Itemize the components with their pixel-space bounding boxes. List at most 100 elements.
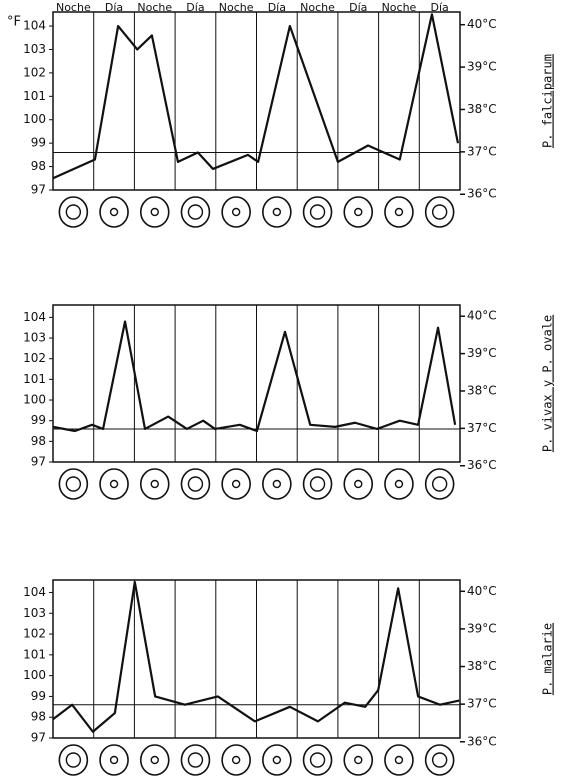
y2-tick-label: 39°C [467,60,497,74]
species-label: P. malarie [541,623,555,695]
parasite-cell [384,468,414,500]
y-tick-label: 104 [23,585,46,599]
parasite-cell [221,196,251,228]
y2-tick-label: 36°C [467,458,497,472]
parasite-cell-inner [150,479,159,489]
y2-tick-label: 37°C [467,421,497,435]
y-tick-label: 104 [23,310,46,324]
parasite-cell-inner [394,755,404,765]
parasite-cell [139,744,170,776]
parasite-cell [262,468,292,500]
parasite-cell [343,744,374,776]
y-tick-label: 97 [31,455,46,469]
parasite-cell [384,744,414,776]
y-tick-label: 99 [31,136,46,150]
y2-tick-label: 36°C [467,187,497,201]
parasite-cell [180,196,211,228]
y-tick-label: 99 [31,413,46,427]
parasite-cell [99,468,129,500]
parasite-cell [180,744,211,776]
y-tick-label: 103 [23,606,46,620]
y2-tick-label: 40°C [467,309,497,323]
y-tick-label: 102 [23,65,46,79]
parasite-cell [424,468,455,500]
y-axis-label: °F [7,15,21,30]
parasite-cell-inner [309,204,326,220]
parasite-cell-inner [187,476,204,492]
parasite-cell-inner [231,479,241,489]
parasite-cell-inner [187,752,204,768]
y-tick-label: 101 [23,89,46,103]
parasite-cell-inner [231,755,241,765]
parasite-cell-inner [431,476,448,492]
y2-tick-label: 38°C [467,102,497,116]
y-tick-label: 103 [23,331,46,345]
parasite-cell-inner [272,479,282,489]
species-label: P. vivax y P. ovale [541,315,555,452]
parasite-cell [384,196,414,228]
y-tick-label: 97 [31,183,46,197]
parasite-cell [58,468,89,500]
y-tick-label: 100 [23,393,46,407]
y-tick-label: 98 [31,159,46,173]
parasite-cell [424,196,455,228]
parasite-cell-inner [109,207,119,217]
parasite-cell-inner [65,752,82,768]
parasite-cell-inner [431,752,448,768]
y2-tick-label: 37°C [467,697,497,711]
y-tick-label: 100 [23,112,46,126]
parasite-cell [302,196,333,228]
y-tick-label: 99 [31,689,46,703]
parasite-cell-inner [109,755,119,765]
y2-tick-label: 38°C [467,383,497,397]
column-label: Noche [137,1,172,14]
fever-line [52,13,460,180]
parasite-cell-inner [309,476,326,492]
parasite-cell-inner [65,204,82,220]
parasite-cell-inner [150,207,159,217]
y-tick-label: 98 [31,434,46,448]
parasite-cell-inner [272,755,282,765]
parasite-cell [99,744,129,776]
parasite-cell-inner [272,207,282,217]
column-label: Día [349,1,367,14]
y2-tick-label: 36°C [467,734,497,748]
y2-tick-label: 39°C [467,621,497,635]
column-label: Noche [300,1,335,14]
y2-tick-label: 39°C [467,346,497,360]
column-label: Día [186,1,204,14]
column-label: Día [268,1,286,14]
parasite-cell [262,196,292,228]
parasite-cell-inner [109,479,119,489]
y2-tick-label: 40°C [467,584,497,598]
y-tick-label: 97 [31,731,46,745]
fever-line [52,580,460,733]
y2-tick-label: 37°C [467,144,497,158]
column-label: Noche [219,1,254,14]
parasite-cell [58,744,89,776]
parasite-cell-inner [394,207,404,217]
y2-tick-label: 40°C [467,17,497,31]
column-label: Día [431,1,449,14]
y-tick-label: 101 [23,372,46,386]
column-label: Noche [56,1,91,14]
parasite-cell-inner [187,204,204,220]
parasite-cell-inner [354,207,363,217]
parasite-cell [139,196,170,228]
parasite-cell [180,468,211,500]
column-label: Noche [382,1,417,14]
parasite-cell [139,468,170,500]
parasite-cell [302,468,333,500]
parasite-cell [343,468,374,500]
parasite-cell-inner [354,755,363,765]
parasite-cell-inner [231,207,241,217]
parasite-cell [99,196,129,228]
parasite-cell-inner [65,476,82,492]
parasite-cell-inner [394,479,404,489]
parasite-cell [424,744,455,776]
y-tick-label: 103 [23,42,46,56]
y-tick-label: 102 [23,351,46,365]
parasite-cell [262,744,292,776]
y-tick-label: 104 [23,19,46,33]
